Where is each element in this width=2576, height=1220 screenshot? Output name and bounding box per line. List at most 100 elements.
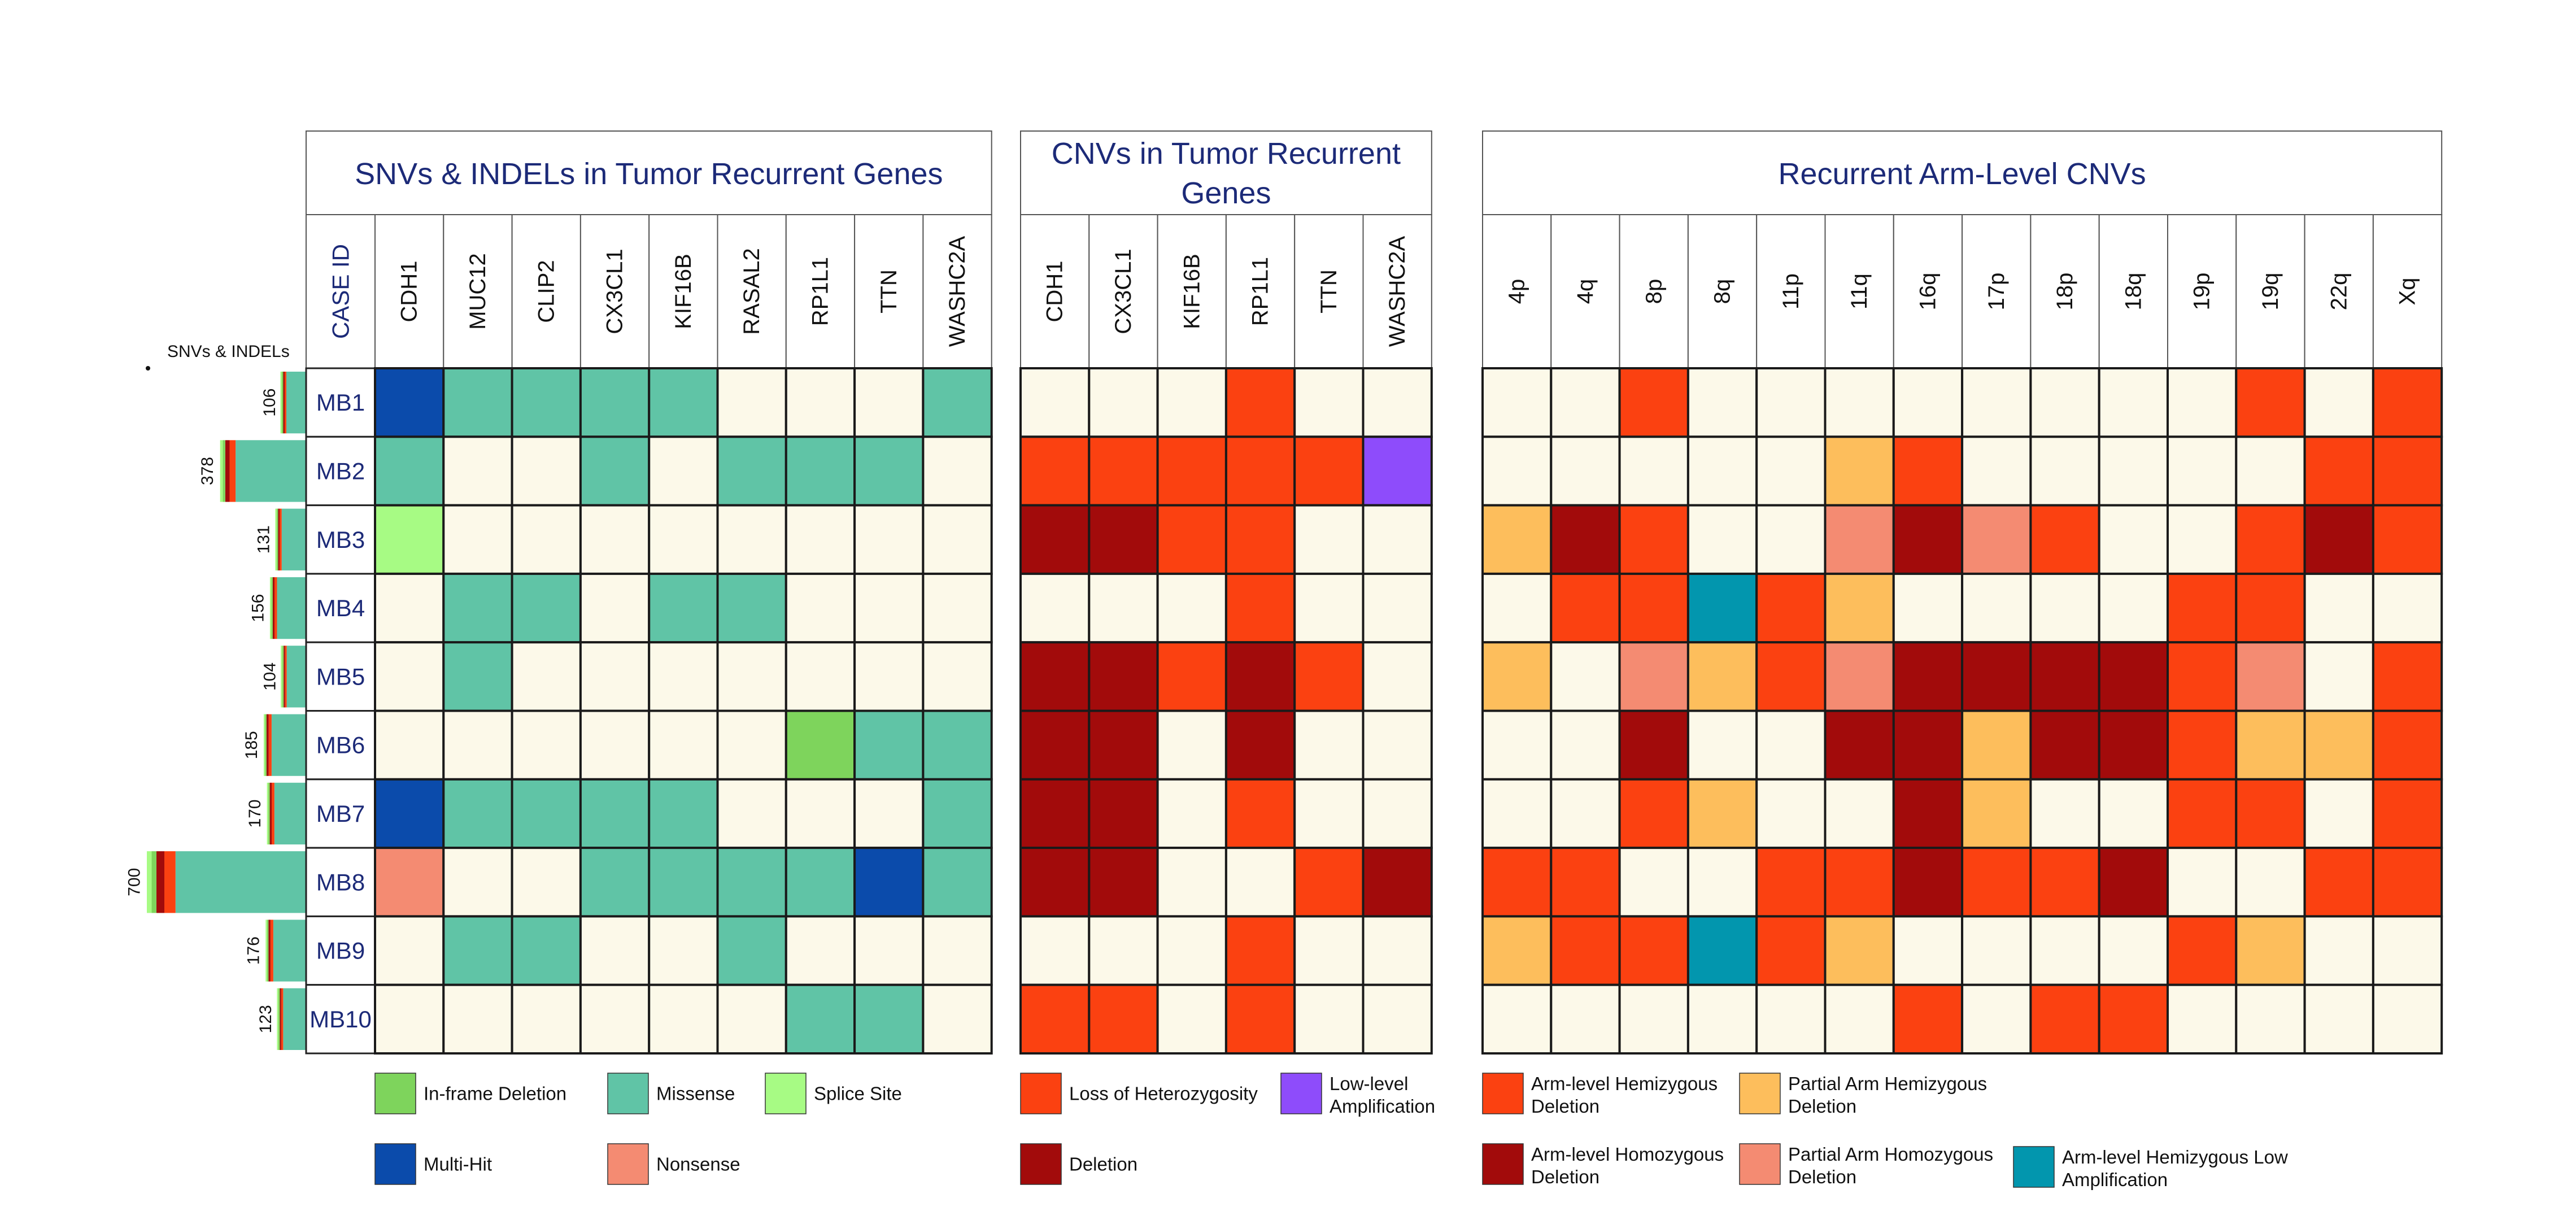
heatmap-cell	[511, 915, 582, 986]
legends: In-frame Deletion Missense Splice Site Mult…	[374, 1073, 2288, 1190]
legend-item: Nonsense	[607, 1143, 740, 1185]
heatmap-cell	[1686, 983, 1758, 1055]
snv-bar-segment	[277, 577, 306, 639]
column-header-label: WASHC2A	[1385, 236, 1410, 347]
heatmap-cell	[648, 504, 719, 575]
heatmap-cell	[1892, 641, 1964, 712]
column-header-label: CDH1	[397, 261, 422, 323]
heatmap-cell	[511, 572, 582, 644]
heatmap-cell	[648, 778, 719, 849]
column-header-cell	[1294, 214, 1364, 369]
heatmap-cell	[1156, 641, 1227, 712]
legend-label: Deletion	[1069, 1154, 1137, 1175]
heatmap-cell	[511, 847, 582, 918]
snv-bar-segment	[229, 440, 236, 502]
heatmap-cell	[1362, 572, 1433, 644]
heatmap-cell	[1961, 572, 2032, 644]
heatmap-cell	[1892, 435, 1964, 507]
heatmap-cell	[1088, 847, 1159, 918]
heatmap-cell	[2029, 709, 2100, 781]
legend-swatch	[1482, 1143, 1524, 1185]
heatmap-cell	[784, 504, 856, 575]
snv-bar-segment	[283, 988, 306, 1050]
heatmap-cell	[1892, 847, 1964, 918]
heatmap-cell	[1686, 641, 1758, 712]
column-header-cell	[1893, 214, 1963, 369]
heatmap-cell	[1892, 504, 1964, 575]
snv-bar-segment	[281, 646, 282, 708]
heatmap-cell	[1686, 367, 1758, 438]
heatmap-cell	[1755, 435, 1827, 507]
heatmap-cell	[2098, 367, 2169, 438]
legend-label-line: Partial Arm Homozygous	[1788, 1144, 1993, 1165]
case-id-label: MB10	[310, 1006, 372, 1032]
column-header-label: CX3CL1	[1111, 249, 1136, 334]
snv-bar-segment	[270, 920, 273, 982]
case-id-cell	[305, 641, 376, 712]
snv-bar-segment	[283, 372, 285, 434]
heatmap-cell	[1019, 504, 1091, 575]
heatmap-cell	[511, 641, 582, 712]
heatmap-cell	[1824, 915, 1895, 986]
snv-bar-segment	[276, 508, 278, 570]
column-header-label: Xq	[2395, 278, 2420, 306]
column-header-label: 11p	[1779, 273, 1803, 310]
snv-bar-segment	[273, 920, 306, 982]
panel-3: Recurrent Arm-Level CNVs 4p 4q 8p 8q 11p 11q 16…	[1481, 130, 2443, 1055]
heatmap-cell	[1019, 915, 1091, 986]
heatmap-cell	[1755, 709, 1827, 781]
snv-bar-segment	[280, 508, 282, 570]
heatmap-cell	[716, 504, 787, 575]
heatmap-cell	[1892, 709, 1964, 781]
case-id-label: MB5	[316, 663, 365, 690]
heatmap-cell	[1088, 915, 1159, 986]
heatmap-cell	[2235, 847, 2306, 918]
legend-label: Missense	[656, 1083, 735, 1104]
column-header-cell	[1550, 214, 1620, 369]
case-id-label: MB6	[316, 732, 365, 759]
panel-1: SNVs & INDELs in Tumor Recurrent Genes CD…	[306, 130, 993, 1055]
heatmap-cell	[716, 915, 787, 986]
heatmap-cell	[442, 504, 513, 575]
heatmap-cell	[1618, 641, 1689, 712]
heatmap-cell	[2029, 504, 2100, 575]
heatmap-cell	[2029, 367, 2100, 438]
column-header-label: RASAL2	[739, 248, 764, 334]
heatmap-cell	[1224, 504, 1296, 575]
heatmap-cell	[1156, 778, 1227, 849]
heatmap-cell	[784, 572, 856, 644]
snv-bar-segment	[265, 920, 267, 982]
legend-swatch	[1482, 1073, 1524, 1114]
column-header-cell	[648, 214, 718, 369]
heatmap-cell	[1755, 504, 1827, 575]
heatmap-panels: SNVs & INDELs in Tumor Recurrent Genes CD…	[306, 130, 2443, 1055]
snv-bar-segment	[268, 714, 272, 776]
heatmap-cell	[1088, 435, 1159, 507]
snv-bar-segment	[269, 782, 272, 845]
panel-title-line: Genes	[1181, 176, 1271, 210]
legend-label: Nonsense	[656, 1154, 740, 1175]
heatmap-cell	[2235, 709, 2306, 781]
heatmap-cell	[2098, 709, 2169, 781]
column-header-cell	[1824, 214, 1894, 369]
heatmap-cell	[2098, 915, 2169, 986]
case-id-header: CASE ID	[328, 244, 354, 339]
snv-bar-segment	[271, 714, 306, 776]
heatmap-cell	[579, 709, 651, 781]
heatmap-cell	[1156, 435, 1227, 507]
column-header-cell	[2030, 214, 2100, 369]
snv-bar-segment	[151, 851, 156, 913]
heatmap-cell	[1755, 778, 1827, 849]
case-id-column: CASE ID MB1 MB2 MB3 MB4 MB5 MB6 MB7 MB8 MB9 MB10	[305, 214, 376, 1055]
heatmap-cell	[1824, 983, 1895, 1055]
heatmap-cell	[2235, 435, 2306, 507]
heatmap-cell	[511, 435, 582, 507]
heatmap-cell	[1224, 641, 1296, 712]
heatmap-cell	[1362, 504, 1433, 575]
legend-item: Splice Site	[765, 1073, 902, 1114]
heatmap-cell	[1362, 641, 1433, 712]
case-id-cell	[305, 778, 376, 849]
snv-bar-segment	[277, 988, 278, 1050]
case-id-label: MB4	[316, 595, 365, 621]
